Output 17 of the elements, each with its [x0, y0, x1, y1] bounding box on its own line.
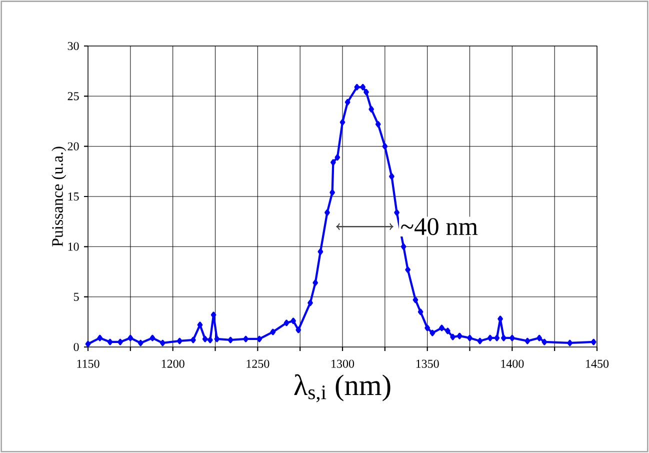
x-axis-title: λ$_{s,i}$ (nm): [294, 374, 390, 402]
x-tick-label: 1300: [332, 360, 354, 368]
y-tick-label: 30: [68, 42, 79, 50]
x-tick-label: 1250: [246, 360, 270, 368]
x-tick-label: 1400: [501, 360, 524, 368]
annotation: ~40 nm: [401, 218, 478, 236]
x-tick-label: 1350: [416, 360, 439, 368]
x-tick-label: 1450: [586, 360, 609, 368]
x-tick-label: 1150: [77, 360, 100, 368]
y-tick-label: 10: [68, 242, 79, 251]
y-tick-label: 20: [68, 142, 79, 150]
y-tick-label: 15: [68, 192, 79, 201]
x-tick-label: 1200: [162, 360, 184, 368]
y-tick-label: 5: [74, 292, 79, 301]
y-axis-title: Puissance (u.a.): [52, 146, 66, 246]
y-tick-label: 0: [74, 342, 79, 352]
y-tick-label: 25: [68, 92, 79, 100]
